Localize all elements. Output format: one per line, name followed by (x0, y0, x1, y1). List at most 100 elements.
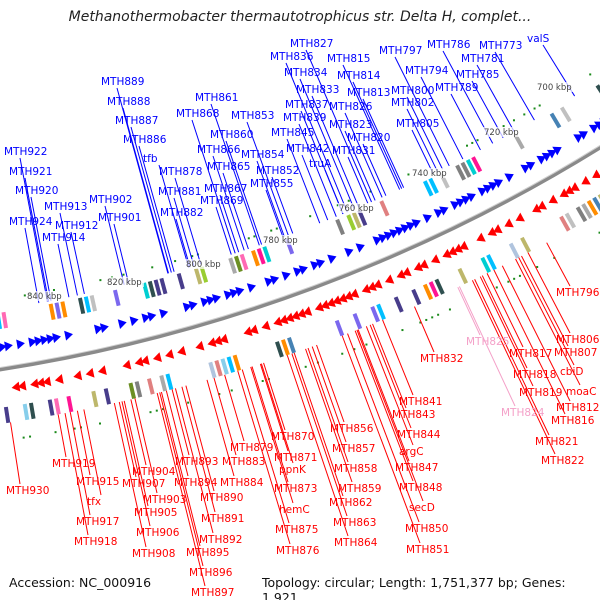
gene-label-hemC[interactable]: hemC (279, 504, 310, 516)
gene-label-MTH907[interactable]: MTH907 (122, 478, 165, 490)
gene-label-MTH912[interactable]: MTH912 (55, 220, 98, 232)
gene-label-MTH839[interactable]: MTH839 (283, 112, 326, 124)
gene-label-MTH863[interactable]: MTH863 (333, 517, 376, 529)
gene-label-MTH904[interactable]: MTH904 (132, 466, 176, 478)
gene-label-MTH888[interactable]: MTH888 (107, 96, 150, 108)
gene-label-MTH881[interactable]: MTH881 (158, 186, 201, 198)
gene-label-MTH858[interactable]: MTH858 (334, 463, 377, 475)
gene-label-MTH812[interactable]: MTH812 (556, 402, 599, 414)
gene-label-MTH891[interactable]: MTH891 (201, 513, 244, 525)
gene-label-MTH821[interactable]: MTH821 (535, 436, 578, 448)
gene-label-MTH796[interactable]: MTH796 (556, 287, 600, 299)
gene-label-MTH797[interactable]: MTH797 (379, 45, 422, 57)
gene-label-MTH855[interactable]: MTH855 (250, 178, 293, 190)
gene-label-MTH825[interactable]: MTH825 (466, 336, 509, 348)
gene-label-MTH827[interactable]: MTH827 (290, 38, 333, 50)
gene-label-MTH794[interactable]: MTH794 (405, 65, 449, 77)
gene-label-MTH856[interactable]: MTH856 (330, 423, 374, 435)
gene-label-MTH871[interactable]: MTH871 (274, 452, 317, 464)
gene-label-MTH908[interactable]: MTH908 (132, 548, 175, 560)
gene-label-MTH857[interactable]: MTH857 (332, 443, 375, 455)
gene-label-MTH919[interactable]: MTH919 (52, 458, 95, 470)
gene-label-MTH802[interactable]: MTH802 (391, 97, 434, 109)
gene-label-MTH861[interactable]: MTH861 (195, 92, 238, 104)
gene-label-MTH853[interactable]: MTH853 (231, 110, 274, 122)
gene-label-MTH862[interactable]: MTH862 (329, 497, 372, 509)
gene-label-MTH805[interactable]: MTH805 (396, 118, 439, 130)
gene-label-MTH847[interactable]: MTH847 (395, 462, 438, 474)
gene-label-MTH890[interactable]: MTH890 (200, 492, 243, 504)
gene-label-MTH845[interactable]: MTH845 (271, 127, 314, 139)
gene-label-MTH831[interactable]: MTH831 (332, 145, 375, 157)
gene-label-MTH920[interactable]: MTH920 (15, 185, 58, 197)
gene-label-argC[interactable]: argC (399, 446, 424, 458)
gene-label-MTH800[interactable]: MTH800 (391, 85, 434, 97)
gene-label-MTH892[interactable]: MTH892 (199, 534, 242, 546)
gene-label-MTH876[interactable]: MTH876 (276, 545, 320, 557)
gene-label-MTH879[interactable]: MTH879 (230, 442, 273, 454)
gene-label-MTH882[interactable]: MTH882 (160, 207, 203, 219)
gene-label-MTH868[interactable]: MTH868 (176, 108, 219, 120)
gene-label-MTH867[interactable]: MTH867 (204, 183, 247, 195)
gene-label-MTH902[interactable]: MTH902 (89, 194, 132, 206)
gene-label-MTH918[interactable]: MTH918 (74, 536, 117, 548)
gene-label-MTH851[interactable]: MTH851 (406, 544, 449, 556)
gene-label-MTH823[interactable]: MTH823 (329, 119, 372, 131)
gene-label-ppnK[interactable]: ppnK (279, 464, 307, 476)
gene-label-MTH806[interactable]: MTH806 (556, 334, 600, 346)
gene-label-MTH915[interactable]: MTH915 (76, 476, 119, 488)
gene-label-MTH817[interactable]: MTH817 (509, 348, 552, 360)
gene-label-MTH896[interactable]: MTH896 (189, 567, 233, 579)
gene-label-MTH819[interactable]: MTH819 (519, 387, 562, 399)
gene-label-MTH813[interactable]: MTH813 (347, 87, 390, 99)
gene-label-MTH844[interactable]: MTH844 (397, 429, 441, 441)
gene-label-MTH860[interactable]: MTH860 (210, 129, 253, 141)
gene-label-MTH820[interactable]: MTH820 (347, 132, 390, 144)
gene-label-MTH887[interactable]: MTH887 (115, 115, 158, 127)
gene-label-MTH924[interactable]: MTH924 (9, 216, 53, 228)
gene-label-MTH818[interactable]: MTH818 (513, 369, 556, 381)
gene-label-MTH930[interactable]: MTH930 (6, 485, 49, 497)
gene-label-MTH822[interactable]: MTH822 (541, 455, 584, 467)
gene-label-MTH852[interactable]: MTH852 (256, 165, 299, 177)
gene-label-MTH859[interactable]: MTH859 (338, 483, 381, 495)
gene-label-MTH807[interactable]: MTH807 (554, 347, 597, 359)
gene-label-MTH826[interactable]: MTH826 (329, 101, 373, 113)
gene-label-MTH843[interactable]: MTH843 (392, 409, 435, 421)
gene-label-MTH837[interactable]: MTH837 (285, 99, 328, 111)
gene-label-MTH906[interactable]: MTH906 (136, 527, 180, 539)
gene-label-tfx[interactable]: tfx (87, 496, 101, 508)
gene-label-MTH889[interactable]: MTH889 (101, 76, 144, 88)
gene-label-MTH815[interactable]: MTH815 (327, 53, 370, 65)
gene-label-MTH850[interactable]: MTH850 (405, 523, 448, 535)
gene-label-truA[interactable]: truA (309, 158, 332, 170)
gene-label-MTH869[interactable]: MTH869 (200, 195, 243, 207)
gene-label-MTH897[interactable]: MTH897 (191, 587, 234, 599)
gene-label-secD[interactable]: secD (409, 502, 435, 514)
gene-label-MTH824[interactable]: MTH824 (501, 407, 545, 419)
gene-label-MTH921[interactable]: MTH921 (9, 166, 52, 178)
gene-label-MTH873[interactable]: MTH873 (274, 483, 317, 495)
gene-label-MTH834[interactable]: MTH834 (284, 67, 328, 79)
gene-label-MTH894[interactable]: MTH894 (174, 477, 218, 489)
gene-label-valS[interactable]: valS (527, 33, 550, 45)
gene-label-MTH895[interactable]: MTH895 (186, 547, 229, 559)
gene-label-MTH814[interactable]: MTH814 (337, 70, 381, 82)
gene-label-MTH786[interactable]: MTH786 (427, 39, 471, 51)
gene-label-MTH883[interactable]: MTH883 (222, 456, 265, 468)
gene-label-MTH913[interactable]: MTH913 (44, 201, 87, 213)
gene-label-MTH785[interactable]: MTH785 (456, 69, 499, 81)
gene-label-MTH789[interactable]: MTH789 (435, 82, 478, 94)
gene-label-MTH836[interactable]: MTH836 (270, 51, 314, 63)
gene-label-MTH866[interactable]: MTH866 (197, 144, 241, 156)
gene-label-MTH903[interactable]: MTH903 (143, 494, 186, 506)
gene-label-MTH914[interactable]: MTH914 (42, 232, 86, 244)
gene-label-MTH833[interactable]: MTH833 (296, 84, 339, 96)
gene-label-moaC[interactable]: moaC (566, 386, 596, 398)
gene-label-MTH816[interactable]: MTH816 (551, 415, 595, 427)
gene-label-MTH848[interactable]: MTH848 (399, 482, 442, 494)
gene-label-MTH870[interactable]: MTH870 (271, 431, 314, 443)
gene-label-MTH842[interactable]: MTH842 (286, 143, 329, 155)
gene-label-MTH905[interactable]: MTH905 (134, 507, 177, 519)
gene-label-MTH886[interactable]: MTH886 (123, 134, 167, 146)
